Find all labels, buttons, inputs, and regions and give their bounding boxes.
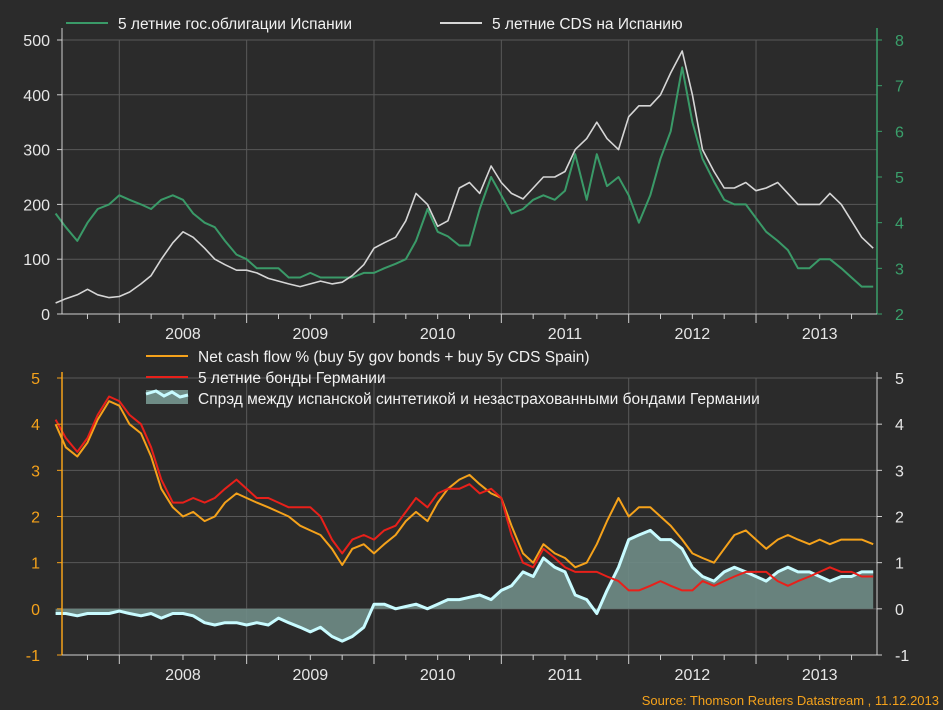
- x-tick-label: 2009: [293, 326, 329, 343]
- top-left-tick-label: 200: [23, 197, 50, 214]
- top-left-tick-label: 300: [23, 143, 50, 160]
- bottom-left-tick-label: 0: [31, 602, 40, 619]
- bottom-legend: Net cash flow % (buy 5y gov bonds + buy …: [145, 349, 760, 408]
- top-right-tick-label: 8: [895, 33, 904, 50]
- top-legend: 5 летние гос.облигации Испании 5 летние …: [66, 16, 683, 33]
- series-spain-bonds: [54, 66, 874, 288]
- top-right-tick-label: 6: [895, 124, 904, 141]
- bottom-right-tick-label: 2: [895, 510, 904, 527]
- x-tick-label: 2011: [548, 667, 583, 684]
- top-left-tick-label: 500: [23, 33, 50, 50]
- top-left-tick-label: 100: [23, 252, 50, 269]
- x-tick-label: 2012: [675, 326, 711, 343]
- top-right-tick-label: 7: [895, 79, 904, 96]
- line-spread: [55, 528, 874, 643]
- bottom-left-tick-label: 3: [31, 463, 40, 480]
- x-tick-label: 2013: [802, 326, 838, 343]
- top-axes: [57, 28, 882, 323]
- x-tick-label: 2008: [165, 326, 201, 343]
- bottom-left-tick-label: 1: [31, 556, 40, 573]
- bottom-right-tick-label: 3: [895, 463, 904, 480]
- x-tick-label: 2012: [675, 667, 711, 684]
- bottom-right-tick-label: 0: [895, 602, 904, 619]
- x-tick-label: 2010: [420, 326, 456, 343]
- legend-label-net-cash-flow: Net cash flow % (buy 5y gov bonds + buy …: [198, 349, 590, 366]
- series-net-cash-flow: [54, 400, 874, 569]
- series-spain-cds: [55, 50, 874, 304]
- top-x-tick-labels: 2008 2009 2010 2011 2012 2013: [165, 326, 837, 343]
- bottom-left-tick-label: -1: [26, 648, 40, 665]
- line-net-cash-flow: [54, 400, 874, 569]
- line-spain-cds: [55, 50, 874, 304]
- top-gridlines: [62, 39, 877, 314]
- top-right-tick-label: 2: [895, 307, 904, 324]
- x-tick-label: 2008: [165, 667, 201, 684]
- top-left-tick-labels: 0 100 200 300 400 500: [23, 33, 50, 324]
- series-german-bonds: [54, 395, 874, 592]
- bottom-left-tick-labels: -1 0 1 2 3 4 5: [26, 371, 40, 665]
- top-left-tick-label: 0: [41, 307, 50, 324]
- top-panel: 0 100 200 300 400 500 2 3 4 5 6 7 8 2008 2009 2010 201…: [23, 16, 904, 343]
- line-spain-bonds: [54, 66, 874, 288]
- line-german-bonds: [54, 395, 874, 592]
- bottom-axes: [57, 372, 882, 664]
- x-tick-label: 2011: [548, 326, 583, 343]
- top-left-tick-label: 400: [23, 88, 50, 105]
- top-right-tick-label: 3: [895, 261, 904, 278]
- x-tick-label: 2013: [802, 667, 838, 684]
- bottom-left-tick-label: 4: [31, 417, 40, 434]
- source-note: Source: Thomson Reuters Datastream , 11.…: [641, 693, 939, 708]
- bottom-right-tick-label: 5: [895, 371, 904, 388]
- bottom-right-tick-label: -1: [895, 648, 909, 665]
- top-right-tick-label: 5: [895, 170, 904, 187]
- legend-label-spain-bonds: 5 летние гос.облигации Испании: [118, 16, 352, 33]
- legend-label-german-bonds: 5 летние бонды Германии: [198, 370, 386, 387]
- bottom-right-tick-label: 4: [895, 417, 904, 434]
- legend-label-spread: Спрэд между испанской синтетикой и незас…: [198, 391, 760, 408]
- series-spread-area: [55, 528, 874, 643]
- bottom-left-tick-label: 5: [31, 371, 40, 388]
- legend-swatch-spread-line: [145, 389, 189, 399]
- x-tick-label: 2010: [420, 667, 456, 684]
- area-spread: [55, 530, 874, 642]
- bottom-left-tick-label: 2: [31, 510, 40, 527]
- bottom-right-tick-label: 1: [895, 556, 904, 573]
- legend-label-spain-cds: 5 летние CDS на Испанию: [492, 16, 683, 33]
- top-right-tick-label: 4: [895, 216, 904, 233]
- legend-swatch-spread: [146, 390, 188, 404]
- bottom-right-tick-labels: -1 0 1 2 3 4 5: [895, 371, 909, 665]
- top-right-tick-labels: 2 3 4 5 6 7 8: [895, 33, 904, 324]
- x-tick-label: 2009: [293, 667, 329, 684]
- bottom-x-tick-labels: 2008 2009 2010 2011 2012 2013: [165, 667, 837, 684]
